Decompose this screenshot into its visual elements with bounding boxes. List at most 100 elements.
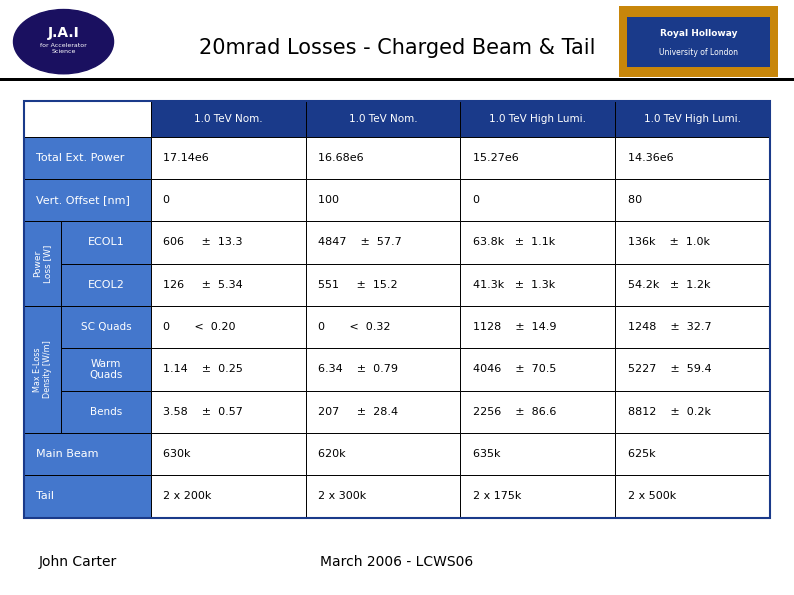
Text: 207     ±  28.4: 207 ± 28.4 xyxy=(310,407,398,416)
Text: ECOL1: ECOL1 xyxy=(87,237,125,248)
Bar xyxy=(461,348,615,390)
Bar xyxy=(151,179,306,221)
Bar xyxy=(615,179,770,221)
Text: 6.34    ±  0.79: 6.34 ± 0.79 xyxy=(310,365,398,374)
Text: 54.2k   ±  1.2k: 54.2k ± 1.2k xyxy=(621,280,710,290)
Text: 1248    ±  32.7: 1248 ± 32.7 xyxy=(621,322,711,332)
Text: 0       <  0.32: 0 < 0.32 xyxy=(310,322,391,332)
Bar xyxy=(24,136,151,179)
Text: ECOL2: ECOL2 xyxy=(87,280,125,290)
Text: 0: 0 xyxy=(156,195,170,205)
Bar xyxy=(151,221,306,264)
Bar xyxy=(61,348,151,390)
Bar xyxy=(615,475,770,518)
Text: Vert. Offset [nm]: Vert. Offset [nm] xyxy=(29,195,130,205)
Text: 14.36e6: 14.36e6 xyxy=(621,153,673,162)
Text: 80: 80 xyxy=(621,195,642,205)
Text: 1.0 TeV High Lumi.: 1.0 TeV High Lumi. xyxy=(489,114,587,124)
Bar xyxy=(306,475,461,518)
Text: 126     ±  5.34: 126 ± 5.34 xyxy=(156,280,243,290)
Bar xyxy=(627,17,770,67)
Text: 15.27e6: 15.27e6 xyxy=(465,153,518,162)
Text: 4847    ±  57.7: 4847 ± 57.7 xyxy=(310,237,402,248)
Text: 5227    ±  59.4: 5227 ± 59.4 xyxy=(621,365,711,374)
Bar xyxy=(151,136,306,179)
Text: 8812    ±  0.2k: 8812 ± 0.2k xyxy=(621,407,711,416)
Text: 0       <  0.20: 0 < 0.20 xyxy=(156,322,236,332)
Text: 100: 100 xyxy=(310,195,339,205)
Text: 17.14e6: 17.14e6 xyxy=(156,153,209,162)
Text: SC Quads: SC Quads xyxy=(81,322,131,332)
Text: Warm
Quads: Warm Quads xyxy=(89,359,122,380)
Text: John Carter: John Carter xyxy=(39,555,117,569)
Bar xyxy=(615,390,770,433)
Bar xyxy=(24,179,151,221)
Bar xyxy=(461,179,615,221)
Text: 1.0 TeV Nom.: 1.0 TeV Nom. xyxy=(194,114,263,124)
Text: Total Ext. Power: Total Ext. Power xyxy=(29,153,125,162)
Text: 4046    ±  70.5: 4046 ± 70.5 xyxy=(465,365,556,374)
Text: 2 x 500k: 2 x 500k xyxy=(621,491,676,502)
Bar xyxy=(461,433,615,475)
Text: Main Beam: Main Beam xyxy=(29,449,98,459)
Bar xyxy=(615,136,770,179)
Bar xyxy=(615,221,770,264)
Text: 136k    ±  1.0k: 136k ± 1.0k xyxy=(621,237,710,248)
Bar xyxy=(306,221,461,264)
Bar xyxy=(306,433,461,475)
Text: 1.14    ±  0.25: 1.14 ± 0.25 xyxy=(156,365,243,374)
Bar xyxy=(615,306,770,348)
Text: 1.0 TeV Nom.: 1.0 TeV Nom. xyxy=(349,114,418,124)
Bar xyxy=(461,101,615,136)
Text: 0: 0 xyxy=(465,195,480,205)
Text: Royal Holloway: Royal Holloway xyxy=(660,29,738,37)
Bar xyxy=(0,79,794,81)
Bar xyxy=(461,475,615,518)
Text: J.A.I: J.A.I xyxy=(48,26,79,40)
Bar xyxy=(306,348,461,390)
Text: 551     ±  15.2: 551 ± 15.2 xyxy=(310,280,398,290)
Bar xyxy=(151,475,306,518)
Text: Max E-Loss
Density [W/m]: Max E-Loss Density [W/m] xyxy=(33,340,52,399)
Bar xyxy=(306,306,461,348)
Bar xyxy=(615,264,770,306)
Bar xyxy=(461,136,615,179)
Text: 3.58    ±  0.57: 3.58 ± 0.57 xyxy=(156,407,243,416)
Text: 20mrad Losses - Charged Beam & Tail: 20mrad Losses - Charged Beam & Tail xyxy=(198,37,596,58)
Text: 41.3k   ±  1.3k: 41.3k ± 1.3k xyxy=(465,280,555,290)
Bar xyxy=(461,264,615,306)
Bar xyxy=(24,475,151,518)
Text: University of London: University of London xyxy=(659,48,738,57)
Text: 2 x 175k: 2 x 175k xyxy=(465,491,521,502)
Bar xyxy=(306,390,461,433)
Bar xyxy=(24,433,151,475)
Text: for Accelerator
Science: for Accelerator Science xyxy=(40,43,87,54)
Text: 625k: 625k xyxy=(621,449,655,459)
Bar xyxy=(615,433,770,475)
Text: 606     ±  13.3: 606 ± 13.3 xyxy=(156,237,242,248)
Bar xyxy=(615,101,770,136)
Text: Power
Loss [W]: Power Loss [W] xyxy=(33,245,52,283)
Text: 2 x 300k: 2 x 300k xyxy=(310,491,366,502)
Bar xyxy=(24,101,151,136)
Bar xyxy=(461,221,615,264)
Text: March 2006 - LCWS06: March 2006 - LCWS06 xyxy=(320,555,474,569)
Bar xyxy=(151,101,306,136)
Bar xyxy=(306,101,461,136)
Bar xyxy=(151,348,306,390)
Circle shape xyxy=(13,10,114,74)
Bar xyxy=(306,136,461,179)
Text: 620k: 620k xyxy=(310,449,345,459)
Bar xyxy=(24,306,61,433)
Text: 63.8k   ±  1.1k: 63.8k ± 1.1k xyxy=(465,237,555,248)
Bar xyxy=(306,179,461,221)
Text: 2256    ±  86.6: 2256 ± 86.6 xyxy=(465,407,556,416)
Bar xyxy=(615,348,770,390)
Text: Tail: Tail xyxy=(29,491,54,502)
Bar xyxy=(24,221,61,306)
Bar xyxy=(151,264,306,306)
Text: 2 x 200k: 2 x 200k xyxy=(156,491,211,502)
Bar xyxy=(151,433,306,475)
Bar xyxy=(61,306,151,348)
Bar xyxy=(306,264,461,306)
